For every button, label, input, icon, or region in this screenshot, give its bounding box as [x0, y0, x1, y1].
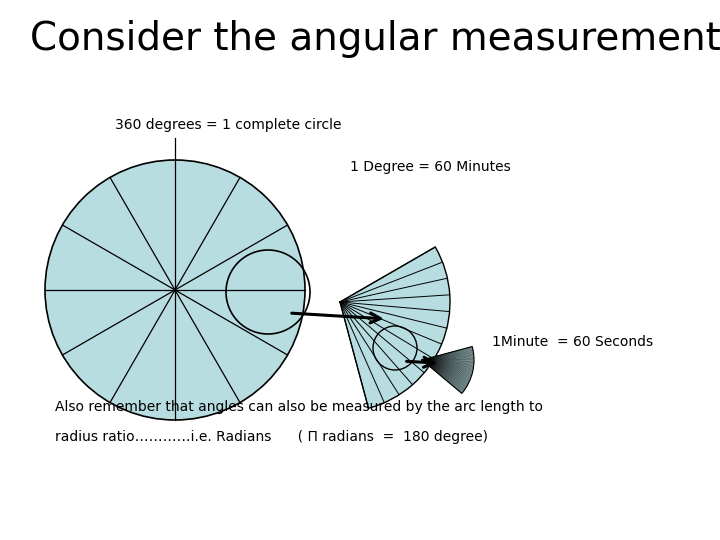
Text: 1Minute  = 60 Seconds: 1Minute = 60 Seconds	[492, 335, 653, 349]
Wedge shape	[422, 347, 474, 394]
Text: 1 Degree = 60 Minutes: 1 Degree = 60 Minutes	[350, 160, 510, 174]
Circle shape	[45, 160, 305, 420]
Text: 360 degrees = 1 complete circle: 360 degrees = 1 complete circle	[115, 118, 341, 132]
Wedge shape	[340, 247, 450, 408]
Text: Also remember that angles can also be measured by the arc length to: Also remember that angles can also be me…	[55, 400, 543, 414]
Text: Consider the angular measurement: Consider the angular measurement	[30, 20, 720, 58]
Text: radius ratio…………i.e. Radians      ( Π radians  =  180 degree): radius ratio…………i.e. Radians ( Π radians…	[55, 430, 488, 444]
